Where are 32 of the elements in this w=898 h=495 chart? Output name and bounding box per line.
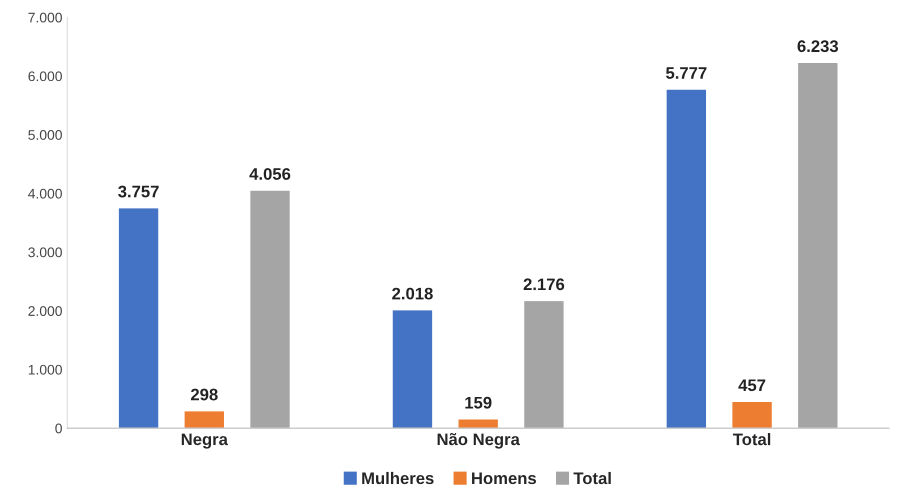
bar — [665, 88, 708, 428]
y-tick-label: 5.000 — [28, 130, 62, 140]
data-label: 5.777 — [666, 67, 706, 79]
x-tick-label: Não Negra — [438, 433, 520, 449]
bar — [117, 206, 160, 428]
legend-label: Homens — [472, 472, 536, 484]
x-tick-label: Total — [732, 433, 770, 446]
data-label: 457 — [738, 379, 766, 392]
data-label: 159 — [465, 396, 492, 409]
y-tick-label: 3.000 — [28, 247, 62, 258]
data-label: 2.176 — [524, 278, 564, 290]
bar — [391, 309, 434, 428]
bar — [731, 400, 774, 428]
y-tick-label: 4.000 — [28, 188, 62, 199]
bar — [183, 410, 226, 428]
bar — [457, 418, 500, 428]
legend-label: Mulheres — [362, 472, 434, 484]
y-tick-label: 0 — [55, 424, 62, 434]
data-label: 6.233 — [798, 40, 838, 52]
data-label: 298 — [190, 388, 218, 400]
bar — [522, 300, 565, 428]
y-tick-label: 1.000 — [28, 364, 62, 375]
bar — [796, 62, 839, 428]
data-label: 2.018 — [392, 288, 433, 300]
y-tick-label: 6.000 — [28, 71, 62, 82]
data-label: 4.056 — [249, 168, 290, 180]
bar — [248, 189, 292, 428]
y-tick-label: 2.000 — [28, 306, 62, 316]
x-tick-label: Negra — [182, 434, 228, 449]
data-label: 3.757 — [118, 186, 159, 198]
legend-label: Total — [574, 472, 611, 484]
y-tick-label: 7.000 — [28, 12, 62, 22]
